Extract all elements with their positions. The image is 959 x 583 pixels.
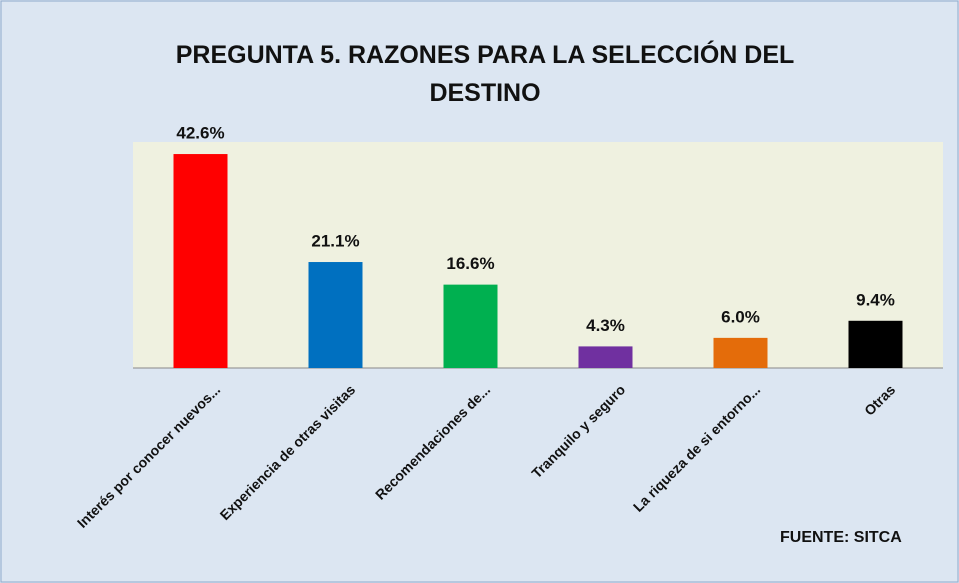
value-label: 42.6%	[176, 124, 224, 143]
bar	[173, 154, 228, 368]
source-note: FUENTE: SITCA	[780, 529, 902, 546]
x-tick-label: Experiencia de otras visitas	[217, 381, 359, 523]
bar	[578, 346, 633, 368]
bar	[848, 320, 903, 368]
value-label: 9.4%	[856, 290, 895, 309]
x-tick-label: Recomendaciones de...	[372, 381, 493, 502]
x-tick-label: La riqueza de si entorno...	[630, 381, 763, 514]
value-label: 6.0%	[721, 307, 760, 326]
bar	[443, 284, 498, 368]
x-tick-label: Otras	[861, 381, 898, 418]
value-label: 16.6%	[446, 254, 494, 273]
plot-area	[133, 142, 943, 368]
value-label: 4.3%	[586, 316, 625, 335]
x-tick-label: Interés por conocer nuevos...	[74, 381, 223, 530]
bar	[308, 262, 363, 368]
chart-title: PREGUNTA 5. RAZONES PARA LA SELECCIÓN DE…	[175, 41, 795, 107]
value-label: 21.1%	[311, 232, 359, 251]
x-tick-label: Tranquilo y seguro	[528, 381, 628, 481]
bar	[713, 337, 768, 368]
